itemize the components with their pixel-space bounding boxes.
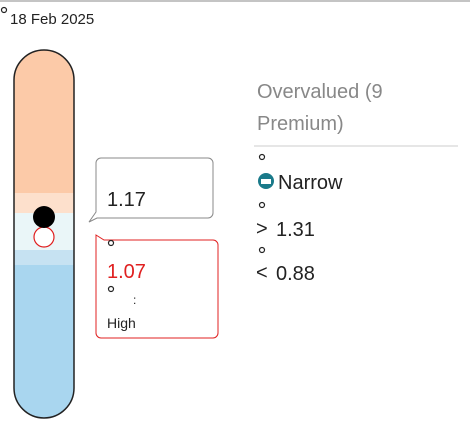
uncertainty: High — [107, 315, 136, 331]
moat-icon — [258, 173, 274, 189]
price-value: 1.17 — [107, 189, 146, 211]
moat: Narrow — [278, 172, 343, 194]
separator: : — [133, 293, 137, 307]
threshold-value: 0.88 — [276, 263, 315, 285]
fair-value-marker — [33, 226, 55, 248]
gauge-bar — [14, 50, 74, 418]
valuation-label: Overvalued (9 Premium) — [257, 81, 383, 135]
info-icons — [0, 6, 266, 293]
date: 18 Feb 2025 — [10, 11, 95, 28]
threshold-value: 1.31 — [276, 219, 315, 241]
price-callout — [88, 157, 214, 223]
fair-value-callout — [95, 234, 219, 339]
fair-value: 1.07 — [107, 261, 146, 283]
threshold-symbol: < — [256, 262, 268, 284]
threshold-symbol: > — [256, 218, 268, 240]
price-marker — [33, 206, 55, 228]
gauge-outline — [13, 49, 75, 419]
